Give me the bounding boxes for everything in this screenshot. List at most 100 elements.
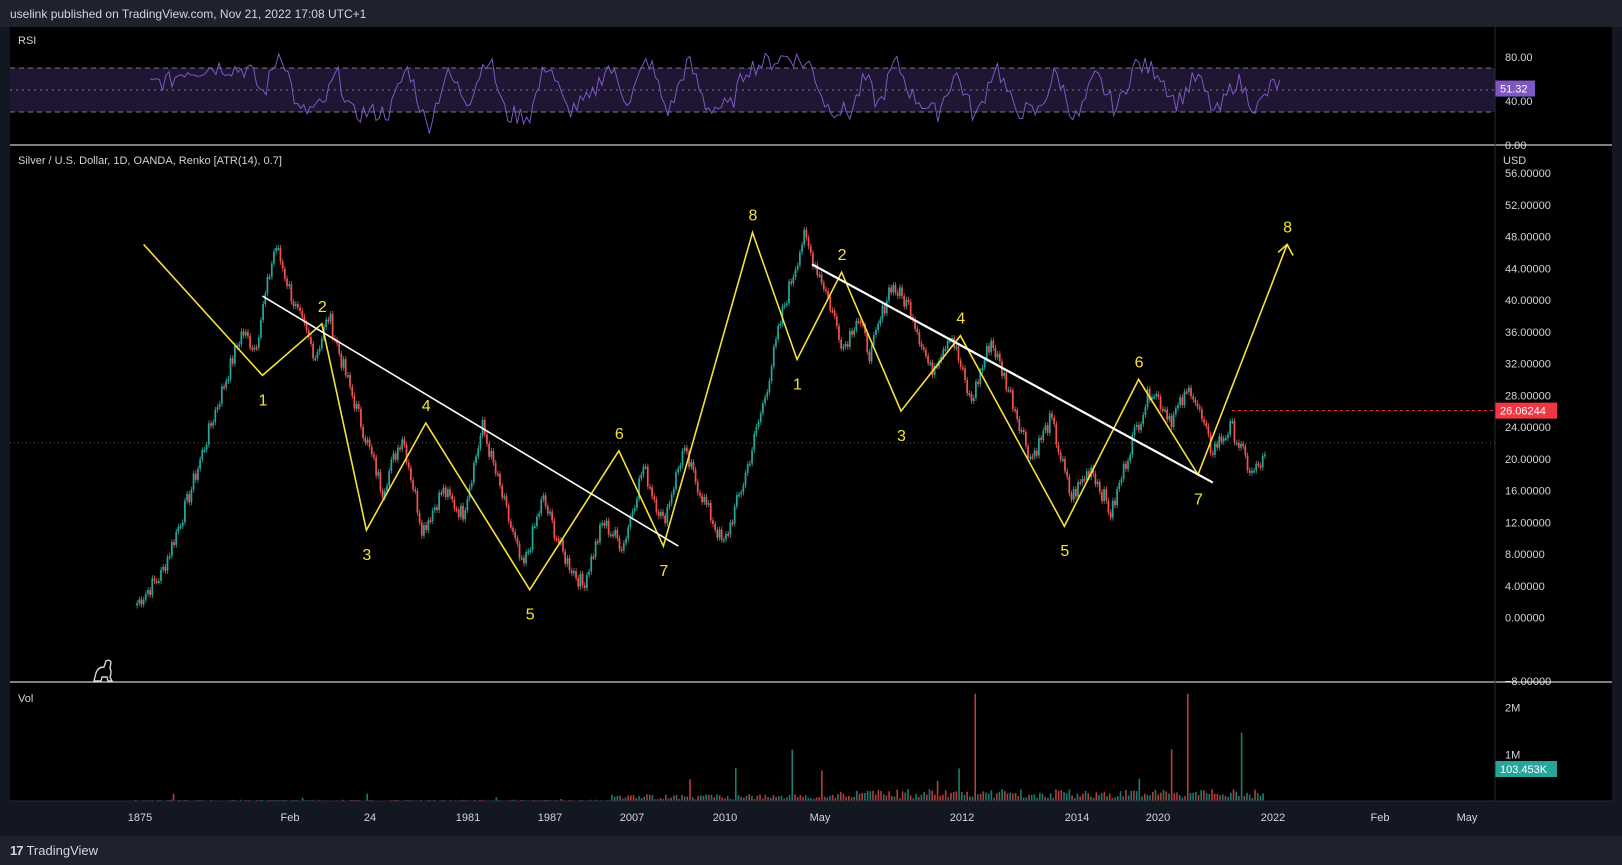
volume-bar xyxy=(909,795,912,801)
volume-bar xyxy=(958,768,960,801)
volume-bar xyxy=(648,794,651,801)
volume-bar xyxy=(581,799,584,801)
volume-bar xyxy=(1127,795,1130,801)
volume-bar xyxy=(1114,797,1116,801)
time-tick-label: Feb xyxy=(1371,812,1390,824)
volume-bar xyxy=(613,796,616,801)
volume-bar xyxy=(775,797,777,801)
volume-bar xyxy=(1033,794,1036,801)
price-tick-label: 52.00000 xyxy=(1505,200,1551,212)
rsi-pane[interactable]: 80.00 40.00 0.00 51.32 xyxy=(10,52,1535,152)
pane-labels: RSI Silver / U.S. Dollar, 1D, OANDA, Ren… xyxy=(10,27,1612,802)
volume-bar xyxy=(761,798,764,801)
volume-bar xyxy=(686,796,689,801)
volume-bar xyxy=(172,793,175,801)
volume-bar xyxy=(474,799,476,801)
volume-bar xyxy=(1006,793,1009,801)
volume-bar xyxy=(987,793,990,801)
volume-bar xyxy=(1262,793,1264,801)
volume-bar xyxy=(901,791,904,801)
volume-bar xyxy=(748,794,751,801)
volume-bar xyxy=(1154,789,1157,801)
price-tick-label: 12.00000 xyxy=(1505,517,1551,529)
volume-bar xyxy=(804,795,807,801)
volume-value: 103.453K xyxy=(1500,764,1548,776)
volume-bar xyxy=(734,767,737,801)
volume-bar xyxy=(821,770,823,801)
volume-bar xyxy=(694,799,697,801)
volume-bar xyxy=(915,793,917,801)
wave-label: 5 xyxy=(526,607,535,624)
volume-bar xyxy=(355,799,358,801)
volume-bar xyxy=(1106,796,1108,801)
time-tick-label: May xyxy=(810,812,831,824)
volume-bar xyxy=(256,799,258,801)
volume-bar xyxy=(1246,792,1248,801)
tradingview-logo[interactable]: 17 TradingView xyxy=(10,843,98,858)
time-axis[interactable]: 1875 Feb 24 1981 1987 2007 2010 May 2012 2014 2020… xyxy=(128,812,1478,824)
price-tick-label: 0.00000 xyxy=(1505,613,1545,625)
volume-bar xyxy=(845,796,847,801)
volume-pane[interactable]: 2M 1M 103.453K xyxy=(135,693,1557,801)
volume-bar xyxy=(1135,791,1138,801)
volume-bar xyxy=(745,795,748,801)
volume-bar xyxy=(705,794,707,801)
volume-bar xyxy=(186,799,188,801)
volume-bar xyxy=(635,797,638,801)
volume-bar xyxy=(931,790,933,801)
volume-bar xyxy=(885,795,888,801)
volume-bar xyxy=(756,795,759,801)
volume-bar xyxy=(1117,796,1119,801)
volume-bar xyxy=(1259,795,1262,801)
volume-bar xyxy=(869,791,872,801)
volume-bar xyxy=(1181,797,1184,801)
volume-bar xyxy=(1221,794,1224,801)
volume-bar xyxy=(1238,796,1240,801)
price-tick-label: 28.00000 xyxy=(1505,390,1551,402)
volume-bar xyxy=(1146,794,1149,801)
volume-bar xyxy=(807,798,810,801)
rsi-tick-label: 80.00 xyxy=(1505,52,1533,64)
volume-bar xyxy=(393,799,395,801)
volume-bar xyxy=(1012,793,1014,801)
wave-label: 3 xyxy=(362,547,371,564)
volume-bar xyxy=(888,791,890,801)
volume-bar xyxy=(167,799,169,801)
volume-bar xyxy=(952,792,955,801)
volume-bar xyxy=(1103,791,1106,801)
volume-bar xyxy=(1189,792,1192,801)
volume-bar xyxy=(460,799,463,801)
volume-value-badge xyxy=(1495,761,1557,777)
volume-bar xyxy=(1248,794,1251,801)
volume-bar xyxy=(519,799,522,801)
volume-bar xyxy=(826,797,829,801)
volume-bar xyxy=(1232,789,1235,801)
rsi-line xyxy=(149,52,1281,134)
volume-bar xyxy=(899,798,901,801)
volume-bar xyxy=(1092,797,1095,801)
volume-bar xyxy=(813,798,815,801)
volume-bar xyxy=(882,794,885,801)
volume-bar xyxy=(1184,795,1186,801)
price-pane[interactable]: 56.0000052.0000048.0000044.0000040.00000… xyxy=(10,168,1557,688)
volume-bar xyxy=(796,797,799,801)
volume-bar xyxy=(667,798,670,801)
volume-bar xyxy=(839,791,842,801)
price-tick-label: 8.00000 xyxy=(1505,549,1545,561)
elliott-wave-line xyxy=(143,229,1288,592)
time-tick-label: 2010 xyxy=(713,812,737,824)
volume-bar xyxy=(619,795,621,801)
volume-bar xyxy=(406,799,409,801)
wave-label: 4 xyxy=(422,398,431,415)
volume-bar xyxy=(1152,791,1154,801)
volume-bar xyxy=(1065,793,1068,801)
volume-bar xyxy=(751,796,753,801)
volume-legend: Vol xyxy=(18,693,33,705)
volume-bar xyxy=(710,794,713,801)
volume-bar xyxy=(1098,795,1100,801)
time-tick-label: 2014 xyxy=(1065,812,1089,824)
volume-bar xyxy=(928,789,931,801)
volume-bar xyxy=(842,793,845,801)
volume-bar xyxy=(651,795,654,801)
